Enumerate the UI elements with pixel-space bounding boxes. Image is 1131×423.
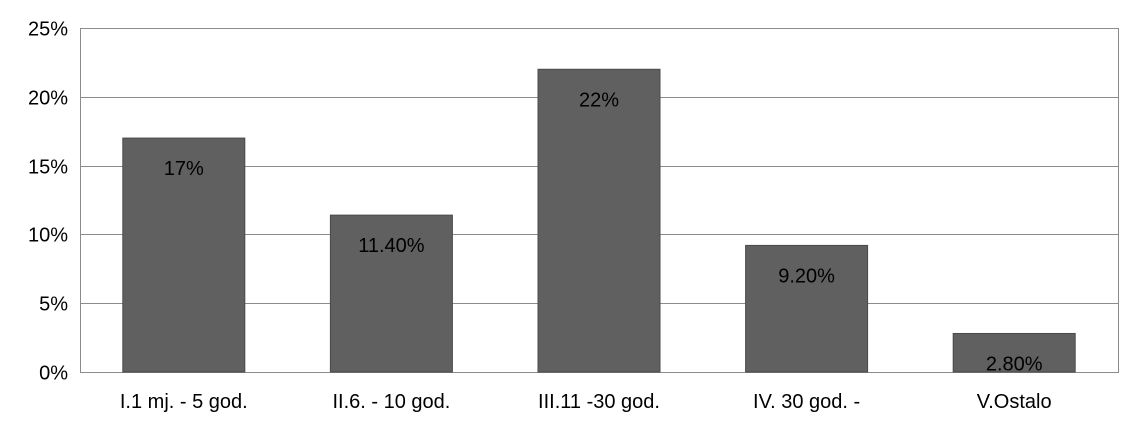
y-tick-label: 5%	[39, 294, 68, 316]
y-tick-label: 20%	[28, 88, 68, 110]
data-label: 11.40%	[358, 235, 425, 257]
data-label: 2.80%	[986, 353, 1043, 375]
data-label: 22%	[579, 89, 619, 111]
bar	[122, 137, 246, 373]
x-tick-label: I.1 mj. - 5 god.	[120, 391, 248, 413]
bars	[122, 68, 1076, 373]
bar	[329, 214, 453, 373]
data-label: 17%	[164, 158, 204, 180]
bar	[537, 68, 661, 373]
x-axis-tick-labels: I.1 mj. - 5 god. II.6. - 10 god. III.11 -3…	[120, 391, 1052, 413]
bar	[745, 244, 869, 373]
data-label: 9.20%	[778, 265, 835, 287]
y-tick-label: 15%	[28, 157, 68, 179]
x-tick-label: IV. 30 god. -	[753, 391, 860, 413]
y-axis-tick-labels: 0% 5% 10% 15% 20% 25%	[28, 19, 68, 385]
y-tick-label: 0%	[39, 363, 68, 385]
y-tick-label: 10%	[28, 225, 68, 247]
x-tick-label: V.Ostalo	[977, 391, 1052, 413]
data-labels: 17% 11.40% 22% 9.20% 2.80%	[164, 89, 1043, 375]
x-tick-label: III.11 -30 god.	[538, 391, 660, 413]
bar	[952, 332, 1076, 373]
y-tick-label: 25%	[28, 19, 68, 41]
x-tick-label: II.6. - 10 god.	[332, 391, 450, 413]
